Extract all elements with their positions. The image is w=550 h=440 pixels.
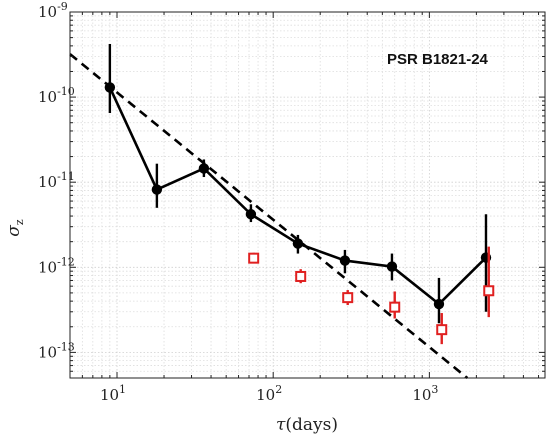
- x-tick-label-exponent: 2: [275, 383, 282, 396]
- data-point: [436, 324, 448, 336]
- x-tick-label-base: 10: [100, 386, 119, 404]
- x-tick-label: 101: [100, 383, 126, 404]
- y-axis-symbol: σ: [4, 225, 24, 237]
- y-tick-label-exponent: -11: [57, 170, 75, 183]
- data-point: [151, 184, 163, 195]
- data-point: [104, 82, 116, 93]
- y-tick-label-base: 10: [38, 3, 57, 21]
- y-tick-label: 10-11: [38, 170, 75, 191]
- data-point: [386, 261, 398, 272]
- data-point: [339, 255, 351, 266]
- data-point: [248, 252, 260, 264]
- reference-line-group: [69, 53, 469, 380]
- data-point: [342, 292, 354, 304]
- y-tick-label-exponent: -9: [57, 0, 68, 13]
- y-tick-label: 10-10: [38, 85, 75, 106]
- data-point: [198, 163, 210, 174]
- series-0: [104, 44, 492, 324]
- x-tick-label-base: 10: [412, 386, 431, 404]
- y-tick-label: 10-12: [38, 255, 75, 276]
- x-axis-unit: (days): [285, 415, 338, 435]
- y-tick-label-base: 10: [38, 88, 57, 106]
- data-point: [245, 209, 257, 220]
- reference-dashed-line: [69, 53, 469, 380]
- x-tick-label-exponent: 1: [119, 383, 126, 396]
- x-tick-label-exponent: 3: [431, 383, 438, 396]
- chart-annotation: PSR B1821-24: [387, 51, 489, 68]
- y-tick-label: 10-13: [38, 340, 75, 361]
- y-axis-subscript: z: [13, 219, 26, 225]
- data-point: [483, 285, 495, 297]
- series-1: [248, 246, 495, 345]
- x-axis-label: τ(days): [276, 415, 338, 435]
- x-tick-label-base: 10: [256, 386, 275, 404]
- y-tick-label-base: 10: [38, 258, 57, 276]
- data-point: [292, 238, 304, 249]
- y-tick-label-base: 10: [38, 173, 57, 191]
- y-tick-label-base: 10: [38, 343, 57, 361]
- data-point: [433, 298, 445, 310]
- x-tick-label: 103: [412, 383, 438, 404]
- x-tick-label: 102: [256, 383, 282, 404]
- x-axis-symbol: τ: [276, 415, 286, 435]
- y-tick-label-exponent: -13: [57, 340, 75, 353]
- y-axis-label: σz: [4, 219, 26, 237]
- y-tick-label-exponent: -10: [57, 85, 75, 98]
- series-group: [104, 44, 495, 345]
- y-tick-label-exponent: -12: [57, 255, 75, 268]
- data-point: [389, 301, 401, 313]
- data-point: [295, 270, 307, 282]
- tick-group: [69, 11, 545, 379]
- y-tick-label: 10-9: [38, 0, 68, 21]
